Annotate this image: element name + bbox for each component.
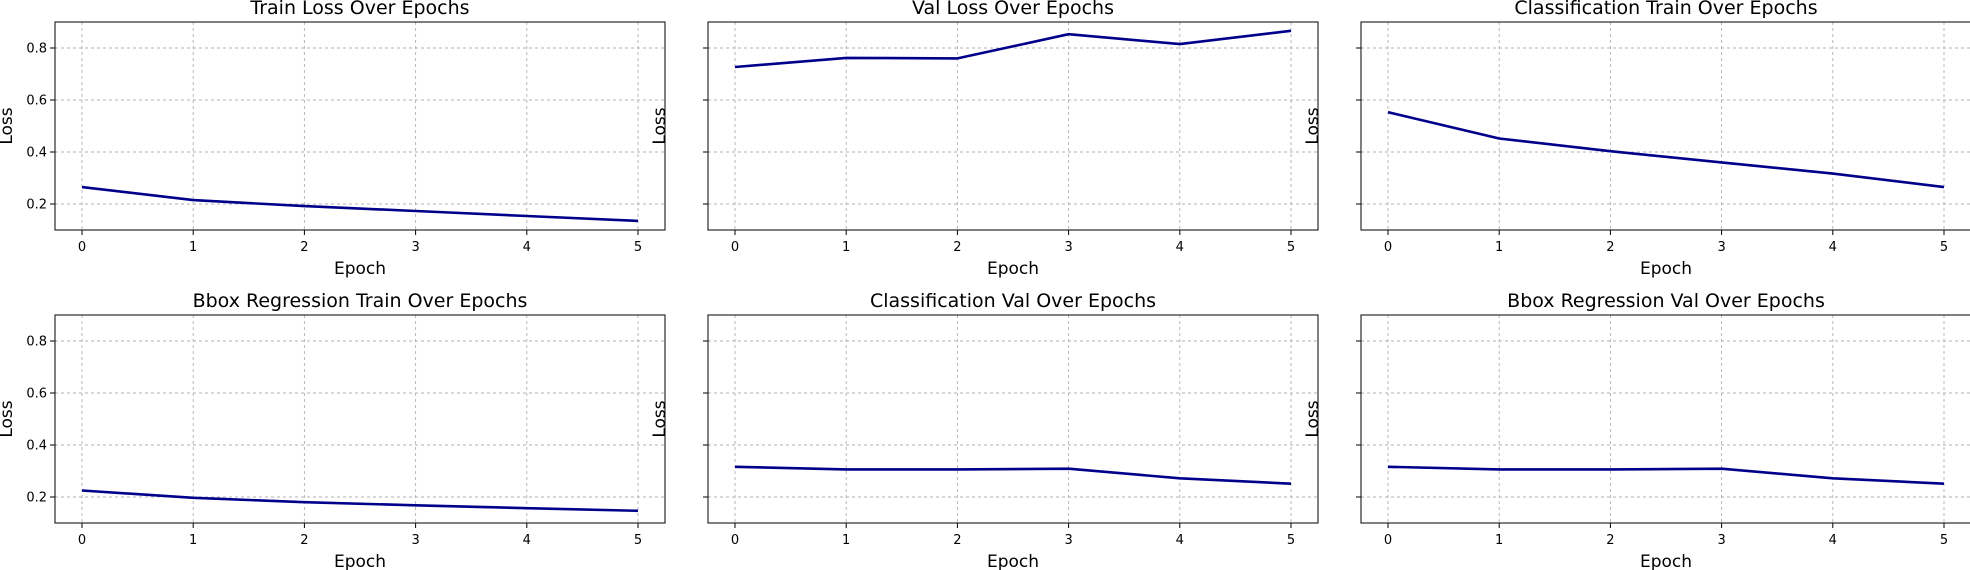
y-tick-label: 0.8 [26,42,47,57]
y-axis-label: Loss [650,107,670,144]
x-tick-label: 0 [78,533,86,548]
x-tick-label: 1 [842,533,850,548]
y-tick-label: 0.2 [26,491,47,506]
plot-frame [54,21,666,231]
x-tick-label: 3 [1064,240,1072,255]
plot-frame [1360,314,1970,524]
x-tick-label: 3 [411,240,419,255]
y-axis-label: Loss [0,400,17,437]
x-tick-label: 3 [411,533,419,548]
x-tick-label: 4 [1829,240,1837,255]
x-tick-label: 4 [1176,533,1184,548]
x-tick-label: 0 [78,240,86,255]
chart-panel: 0 1 2 3 4 5 Classification Train Over Epochs Ep… [1303,0,1970,279]
plot-frame [54,314,666,524]
x-axis-label: Epoch [1640,552,1692,570]
y-axis-label: Loss [1303,107,1323,144]
x-tick-label: 1 [189,533,197,548]
series-line [81,489,639,513]
x-tick-label: 4 [1176,240,1184,255]
y-axis-label: Loss [0,107,17,144]
x-tick-label: 3 [1717,240,1725,255]
series-line [734,465,1292,485]
x-tick-label: 5 [634,240,642,255]
chart-title: Classification Train Over Epochs [1514,0,1817,19]
x-axis-label: Epoch [1640,259,1692,279]
x-tick-label: 0 [731,240,739,255]
x-tick-label: 4 [523,240,531,255]
x-tick-label: 2 [1606,533,1614,548]
x-tick-label: 5 [1287,533,1295,548]
x-tick-label: 2 [300,240,308,255]
chart-panel: 0 1 2 3 4 5 0.2 0.4 0.6 0.8 Bbox Regression Train … [0,290,666,570]
y-tick-label: 0.4 [26,439,47,454]
plot-frame [1360,21,1970,231]
y-axis-label: Loss [1303,400,1323,437]
x-tick-label: 0 [1384,533,1392,548]
x-tick-label: 2 [953,533,961,548]
y-tick-label: 0.6 [26,94,47,109]
chart-title: Bbox Regression Val Over Epochs [1507,290,1825,312]
x-tick-label: 2 [300,533,308,548]
x-axis-label: Epoch [987,552,1039,570]
chart-title: Classification Val Over Epochs [870,290,1156,312]
plot-frame [707,314,1319,524]
x-tick-label: 5 [1940,240,1948,255]
chart-panel: 0 1 2 3 4 5 Bbox Regression Val Over Epochs Epo… [1303,290,1970,570]
x-axis-label: Epoch [334,552,386,570]
x-tick-label: 1 [189,240,197,255]
x-tick-label: 1 [842,240,850,255]
x-tick-label: 5 [634,533,642,548]
x-tick-label: 0 [1384,240,1392,255]
chart-title: Val Loss Over Epochs [912,0,1114,19]
x-tick-label: 5 [1940,533,1948,548]
x-tick-label: 3 [1064,533,1072,548]
series-line [734,29,1292,69]
x-tick-label: 2 [1606,240,1614,255]
series-line [81,185,639,223]
plot-frame [707,21,1319,231]
y-tick-label: 0.2 [26,198,47,213]
series-line [1387,465,1945,485]
x-tick-label: 5 [1287,240,1295,255]
chart-panel: 0 1 2 3 4 5 Val Loss Over Epochs Epoch Loss [650,0,1319,279]
series-line [1387,110,1945,189]
chart-title: Bbox Regression Train Over Epochs [193,290,528,312]
x-tick-label: 1 [1495,533,1503,548]
x-tick-label: 4 [523,533,531,548]
chart-panel: 0 1 2 3 4 5 Classification Val Over Epochs Epoc… [650,290,1319,570]
y-tick-label: 0.8 [26,335,47,350]
chart-panel: 0 1 2 3 4 5 0.2 0.4 0.6 0.8 Train Loss Over Epochs… [0,0,666,279]
y-axis-label: Loss [650,400,670,437]
x-tick-label: 3 [1717,533,1725,548]
chart-title: Train Loss Over Epochs [249,0,469,19]
x-tick-label: 1 [1495,240,1503,255]
x-axis-label: Epoch [987,259,1039,279]
x-tick-label: 2 [953,240,961,255]
y-tick-label: 0.4 [26,146,47,161]
x-tick-label: 0 [731,533,739,548]
y-tick-label: 0.6 [26,387,47,402]
x-axis-label: Epoch [334,259,386,279]
x-tick-label: 4 [1829,533,1837,548]
